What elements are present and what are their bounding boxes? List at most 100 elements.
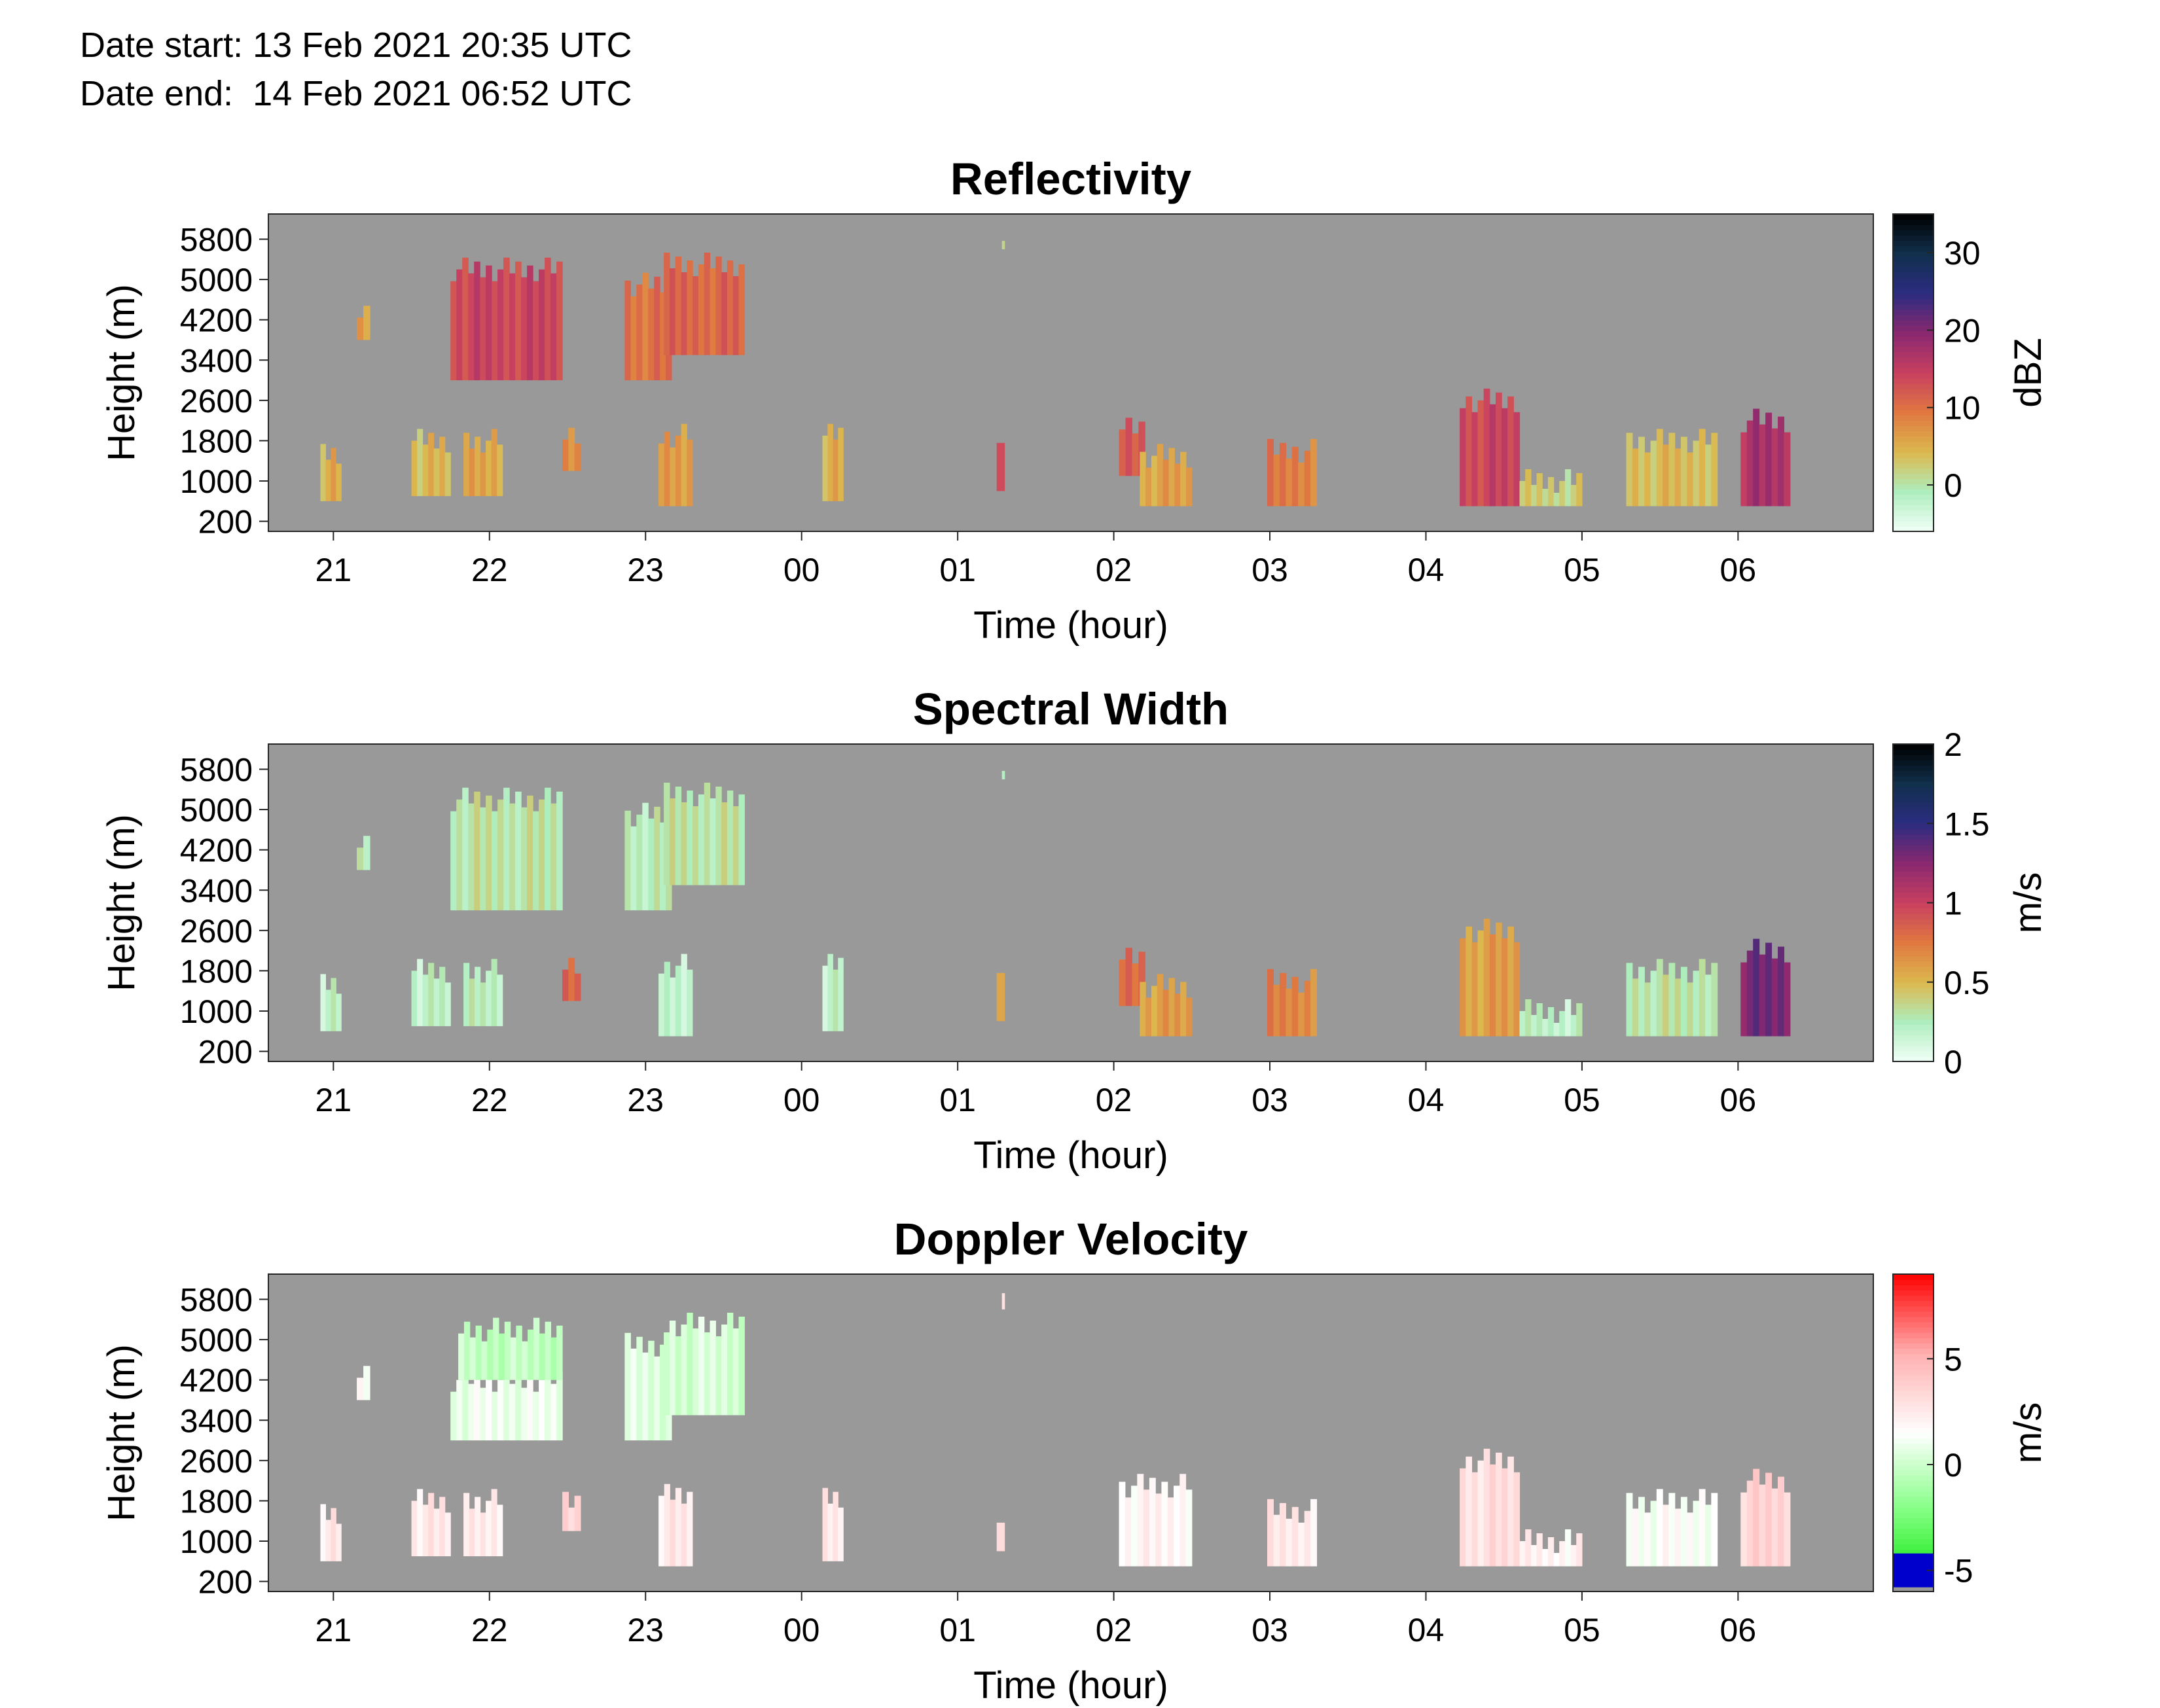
echo-column <box>444 1512 451 1557</box>
echo-column <box>439 436 446 497</box>
echo-cell <box>996 442 1005 491</box>
echo-column <box>1286 988 1293 1037</box>
echo-cell <box>1740 1468 1791 1567</box>
x-tick-label: 03 <box>1251 1082 1288 1118</box>
echo-column <box>462 257 469 381</box>
echo-cell <box>664 1313 745 1415</box>
colorbar-step <box>1893 902 1934 909</box>
echo-column <box>1765 942 1773 1037</box>
colorbar-step <box>1893 1050 1934 1057</box>
echo-column <box>687 969 693 1037</box>
colorbar-step <box>1893 839 1934 845</box>
echo-column <box>474 261 480 381</box>
echo-cell <box>1626 429 1718 507</box>
echo-column <box>1519 1011 1526 1037</box>
echo-column <box>1711 963 1718 1037</box>
y-tick-label: 4200 <box>180 302 253 339</box>
colorbar-step <box>1893 1443 1934 1450</box>
echo-column <box>325 459 331 501</box>
echo-column <box>474 1372 480 1441</box>
y-tick-label: 3400 <box>180 1402 253 1439</box>
echo-cell <box>1626 959 1718 1037</box>
x-tick-label: 22 <box>471 552 508 588</box>
echo-column <box>433 978 440 1027</box>
colorbar-tick-label: 30 <box>1944 235 1981 272</box>
colorbar-tick-label: 5 <box>1944 1341 1962 1378</box>
echo-column <box>1746 1480 1754 1567</box>
colorbar-step <box>1893 505 1934 511</box>
echo-column <box>486 1501 492 1557</box>
echo-column <box>480 982 486 1027</box>
echo-cell <box>1740 408 1791 507</box>
colorbar-step <box>1893 288 1934 294</box>
echo-column <box>1559 481 1566 507</box>
echo-cell <box>1740 938 1791 1037</box>
echo-column <box>1711 433 1718 507</box>
echo-column <box>1162 989 1169 1037</box>
colorbar-step <box>1893 796 1934 803</box>
colorbar-step <box>1893 950 1934 957</box>
colorbar-step <box>1893 1544 1934 1550</box>
colorbar-step <box>1893 415 1934 421</box>
echo-column <box>1674 1508 1682 1567</box>
colorbar-step <box>1893 971 1934 978</box>
echo-column <box>545 787 551 911</box>
echo-column <box>363 836 370 870</box>
echo-column <box>320 1504 326 1561</box>
echo-column <box>469 448 475 497</box>
echo-column <box>533 811 539 911</box>
colorbar-step <box>1893 781 1934 787</box>
echo-column <box>681 1325 687 1415</box>
y-tick-label: 5800 <box>180 221 253 258</box>
echo-cell <box>658 1484 693 1567</box>
echo-column <box>664 253 670 355</box>
x-tick-label: 04 <box>1408 1082 1445 1118</box>
colorbar-step <box>1893 383 1934 389</box>
colorbar-step <box>1893 755 1934 761</box>
x-axis-label: Time (hour) <box>973 1664 1168 1707</box>
echo-column <box>1765 412 1773 507</box>
echo-column <box>630 826 637 911</box>
echo-column <box>1132 963 1139 1006</box>
echo-column <box>1180 982 1187 1037</box>
echo-column <box>822 435 828 501</box>
echo-column <box>1638 436 1645 507</box>
echo-column <box>704 253 711 355</box>
echo-column <box>827 1503 833 1561</box>
colorbar-step <box>1893 1326 1934 1333</box>
echo-column <box>497 269 504 381</box>
echo-column <box>1746 420 1754 507</box>
echo-column <box>480 1387 486 1441</box>
echo-column <box>503 257 510 381</box>
colorbar-step <box>1893 335 1934 342</box>
echo-column <box>510 1337 516 1380</box>
echo-column <box>1626 433 1633 507</box>
colorbar-step <box>1893 219 1934 225</box>
echo-column <box>1477 400 1485 507</box>
colorbar-step <box>1893 823 1934 830</box>
echo-column <box>721 802 728 885</box>
echo-column <box>669 268 676 355</box>
echo-column <box>444 452 451 497</box>
echo-column <box>648 1340 655 1441</box>
colorbar-step <box>1893 425 1934 432</box>
echo-column <box>320 974 326 1031</box>
colorbar-step <box>1893 473 1934 479</box>
echo-column <box>428 963 435 1027</box>
echo-column <box>516 1325 522 1380</box>
colorbar-tick-label: 0 <box>1944 1447 1962 1484</box>
colorbar-step <box>1893 1374 1934 1381</box>
echo-column <box>1286 458 1293 507</box>
echo-column <box>1477 1460 1485 1567</box>
echo-column <box>439 967 446 1027</box>
echo-column <box>504 1321 511 1380</box>
colorbar-step <box>1893 1496 1934 1503</box>
y-axis-label: Height (m) <box>100 284 143 461</box>
echo-column <box>1564 469 1572 507</box>
echo-column <box>710 268 716 355</box>
echo-column <box>670 447 676 507</box>
echo-column <box>1001 1293 1005 1309</box>
echo-column <box>1530 1015 1538 1037</box>
date-start-label: Date start: 13 Feb 2021 20:35 UTC <box>80 26 632 65</box>
